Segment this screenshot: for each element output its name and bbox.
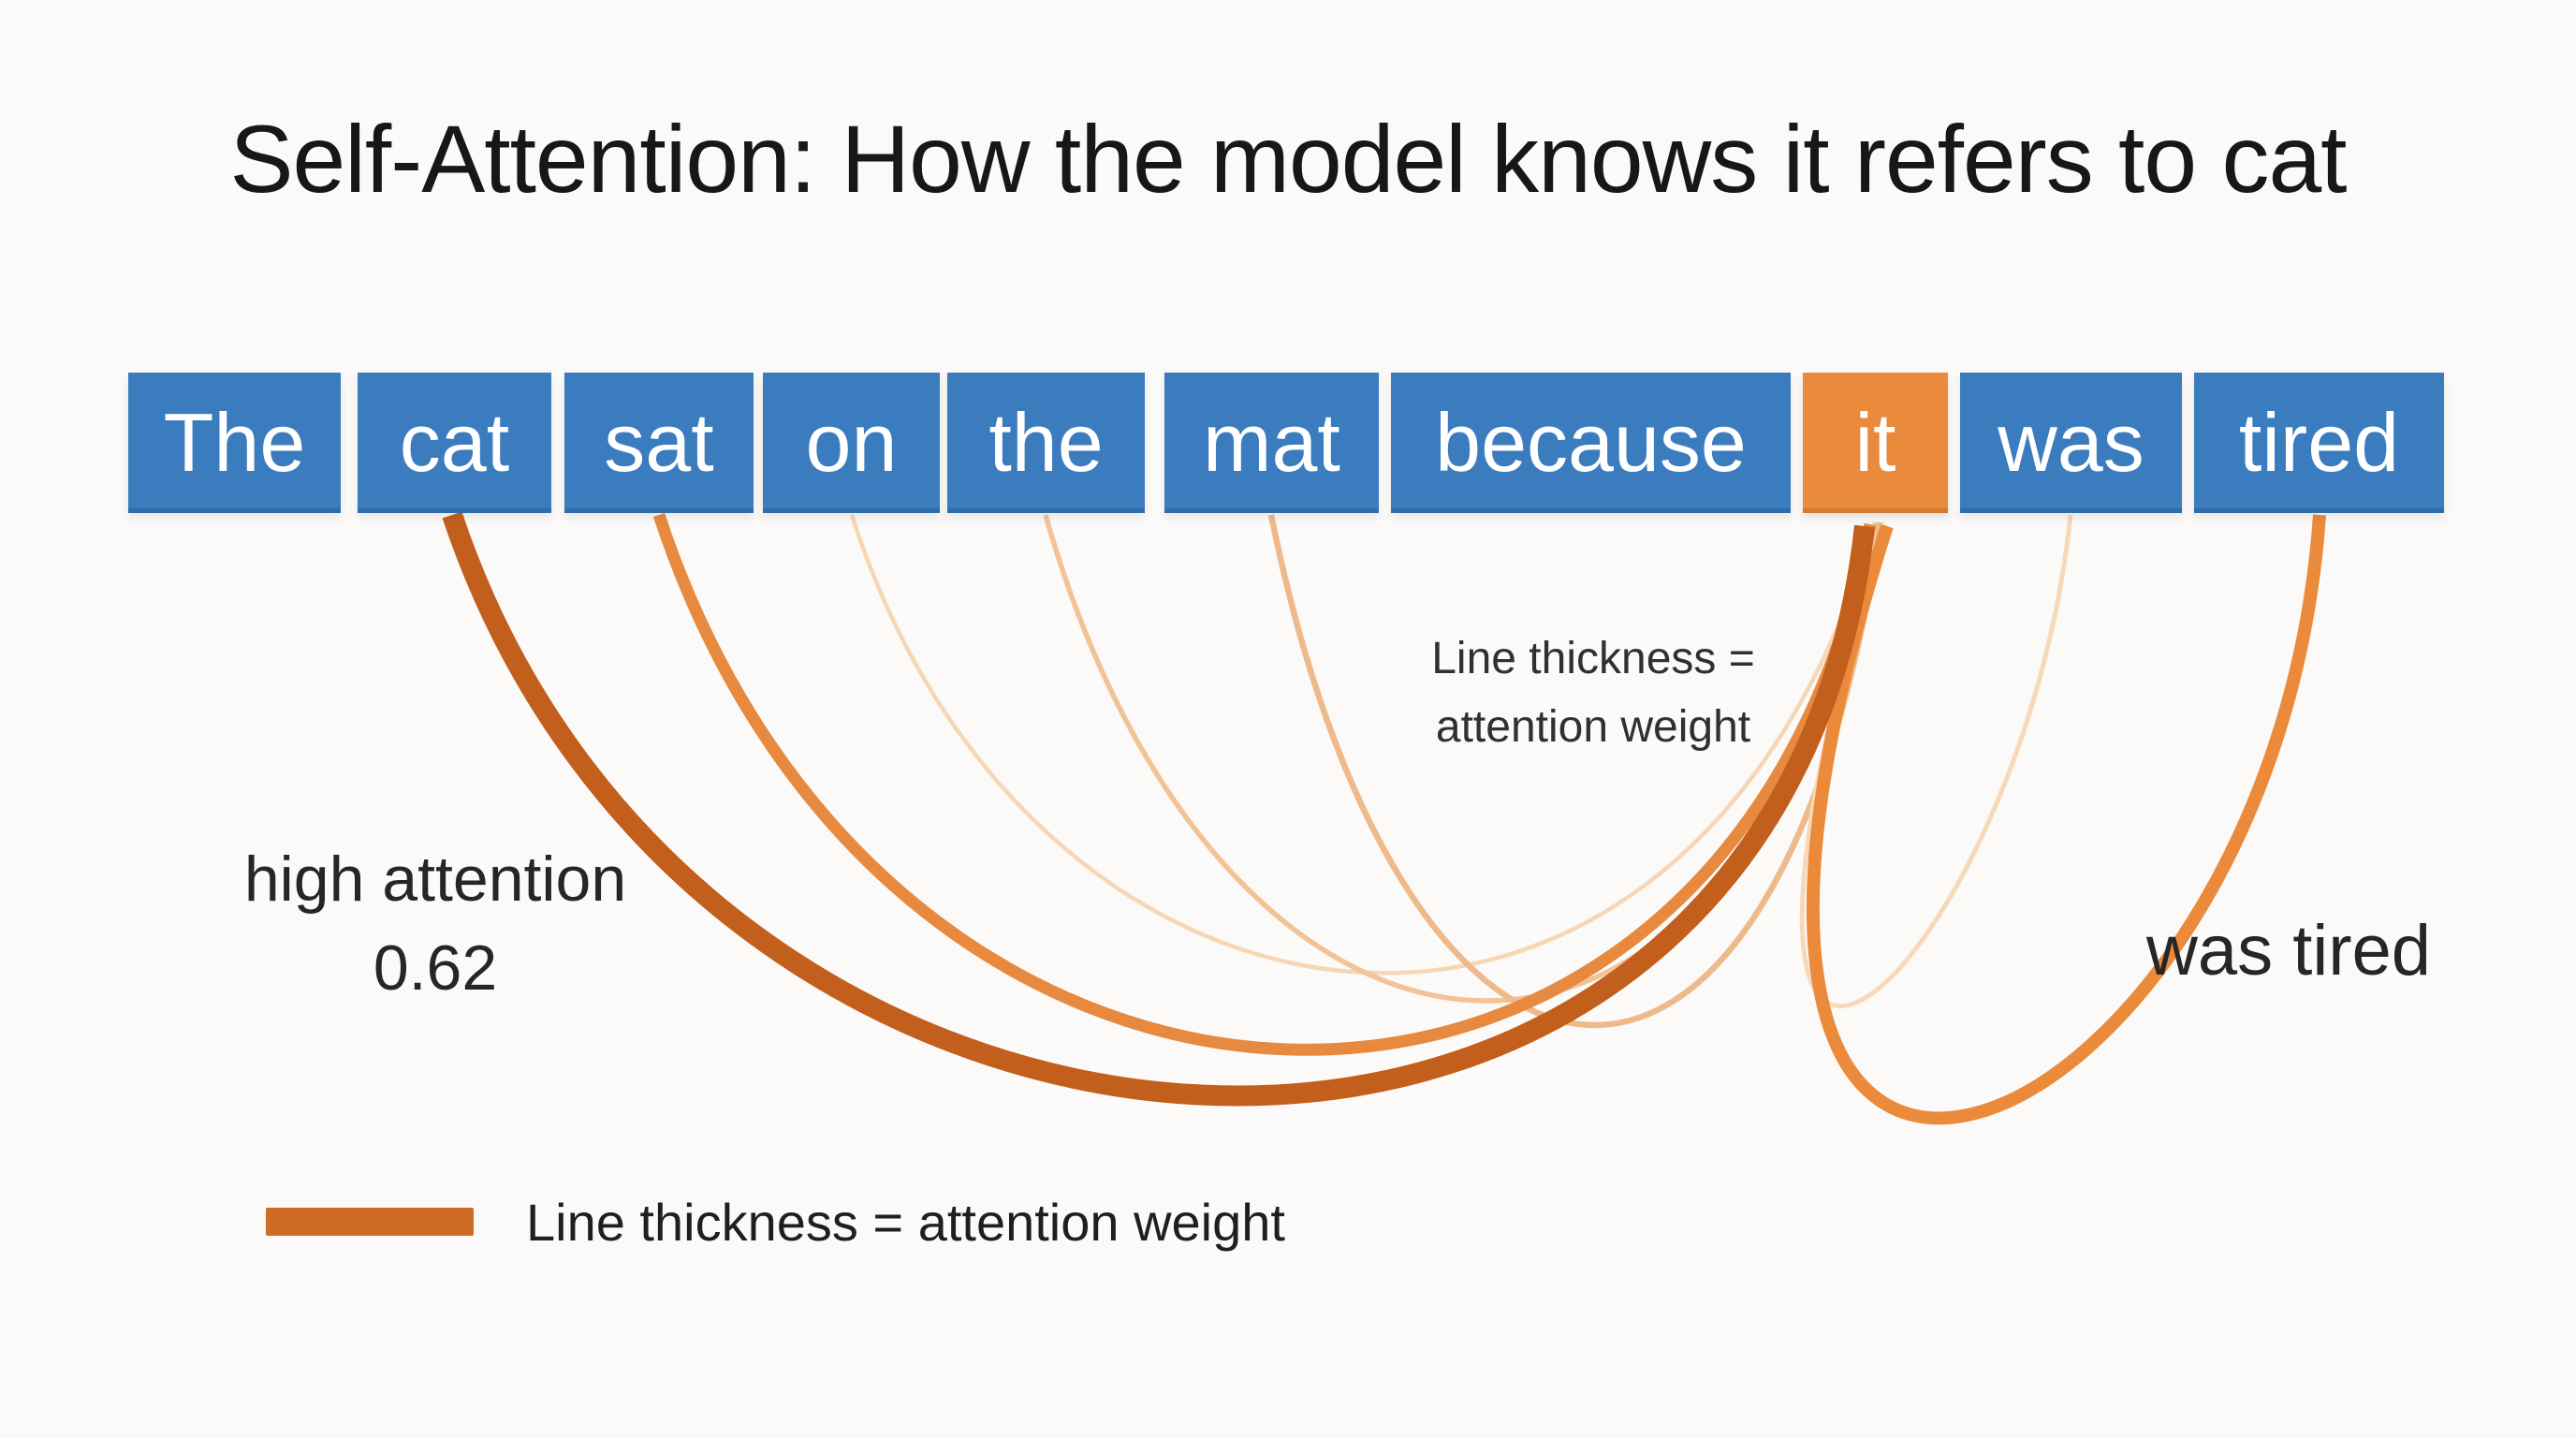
token-box-1-cat: cat [358, 373, 551, 513]
token-box-8-was: was [1960, 373, 2182, 513]
center-annotation: Line thickness = attention weight [1387, 625, 1799, 762]
high-attention-annotation: high attention 0.62 [192, 835, 679, 1013]
attention-arc-sat-to-it [652, 512, 1877, 1056]
center-annotation-line2: attention weight [1435, 701, 1751, 752]
token-box-4-the: the [947, 373, 1145, 513]
legend-label: Line thickness = attention weight [526, 1192, 1285, 1252]
legend: Line thickness = attention weight [266, 1189, 1285, 1255]
attention-arc-cat-to-it [442, 511, 1875, 1107]
attention-arc-was-to-it [1799, 514, 2073, 1008]
token-box-7-it: it [1803, 373, 1948, 513]
page-title: Self-Attention: How the model knows it r… [229, 106, 2347, 213]
token-box-5-mat: mat [1164, 373, 1379, 513]
token-box-2-sat: sat [564, 373, 754, 513]
token-box-6-because: because [1391, 373, 1791, 513]
token-box-9-tired: tired [2194, 373, 2444, 513]
was-tired-annotation: was tired [2145, 911, 2432, 990]
legend-color-swatch [266, 1208, 474, 1236]
high-attention-value: 0.62 [373, 932, 498, 1005]
center-annotation-line1: Line thickness = [1431, 634, 1755, 683]
token-box-3-on: on [763, 373, 940, 513]
high-attention-label: high attention [243, 844, 627, 915]
attention-arc-tired-to-it [1806, 514, 2326, 1125]
token-box-0-the: The [128, 373, 341, 513]
